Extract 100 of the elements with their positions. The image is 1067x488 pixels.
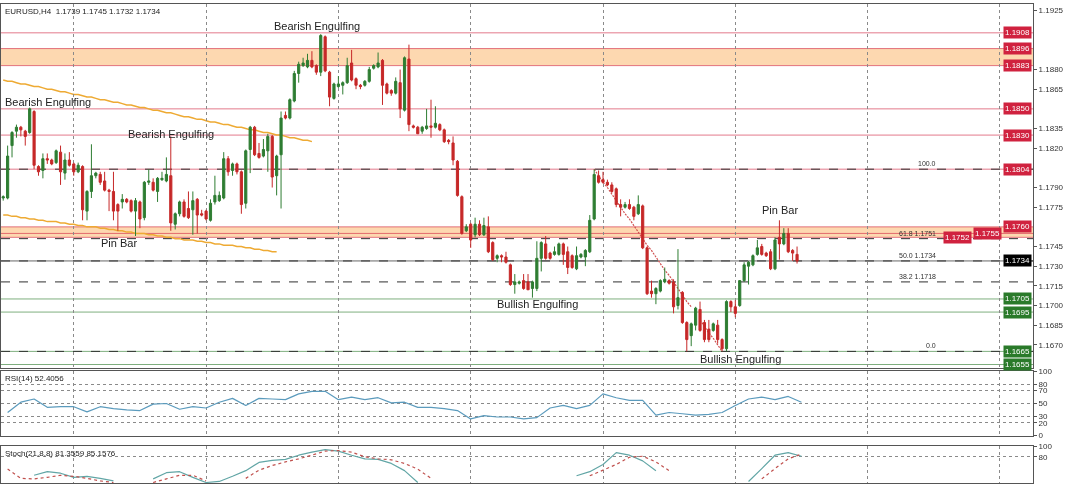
ref-line-label: 1.1695 — [1005, 308, 1031, 317]
y-tick-label: 1.1835 — [1038, 124, 1064, 134]
candlestick — [155, 176, 160, 203]
candlestick — [164, 156, 168, 183]
y-tick-label: 1.1880 — [1038, 65, 1064, 75]
candlestick — [380, 58, 385, 106]
candlestick — [464, 223, 468, 233]
candlestick — [45, 152, 49, 165]
candlestick — [248, 125, 252, 174]
candlestick — [508, 263, 512, 287]
candlestick — [755, 239, 759, 257]
y-tick-label: 80 — [1038, 452, 1049, 462]
line-series — [2, 214, 278, 253]
y-tick-label: 1.1715 — [1038, 281, 1064, 291]
candlestick — [733, 299, 737, 318]
y-tick-label: 100 — [1038, 442, 1053, 452]
candlestick — [566, 246, 570, 275]
candlestick — [513, 273, 517, 295]
candlestick — [279, 111, 283, 209]
y-tick-label: 1.1700 — [1038, 301, 1064, 311]
candlestick — [32, 109, 36, 170]
candlestick — [10, 130, 14, 158]
candlestick — [367, 66, 371, 84]
ref-line-label: 1.1655 — [1005, 360, 1031, 369]
candlestick — [504, 251, 508, 265]
candlestick — [54, 149, 58, 165]
ref-line-label: 1.1830 — [1005, 131, 1031, 140]
candlestick — [138, 200, 142, 229]
ref-line-label: 1.1705 — [1005, 294, 1031, 303]
candlestick — [151, 177, 155, 192]
candlestick — [41, 152, 45, 179]
candlestick — [81, 164, 85, 221]
candlestick — [623, 201, 627, 209]
ref-line-label: 1.1908 — [1005, 28, 1031, 37]
candlestick — [36, 164, 41, 177]
candlestick — [597, 169, 601, 185]
candlestick — [204, 209, 208, 221]
candlestick — [275, 154, 279, 196]
candlestick — [433, 105, 437, 130]
candlestick — [213, 175, 217, 206]
candlestick — [671, 278, 676, 314]
candlestick — [469, 222, 473, 249]
candlestick — [557, 242, 561, 257]
candlestick — [402, 55, 407, 112]
candlestick — [526, 273, 530, 291]
candlestick — [394, 76, 398, 95]
candlestick — [28, 107, 32, 135]
y-tick-label: 1.1775 — [1038, 202, 1064, 212]
ref-line-label: 1.1734 — [1005, 256, 1031, 265]
annotation: Pin Bar — [762, 204, 799, 216]
candlestick — [601, 171, 605, 185]
annotation: Bearish Engulfing — [128, 128, 215, 140]
candlestick — [760, 243, 764, 257]
candlestick — [398, 69, 402, 119]
candlestick — [327, 70, 332, 107]
ref-line-label: 1.1760 — [1005, 222, 1031, 231]
candlestick — [499, 253, 504, 263]
chart-title: RSI(14) 52.4056 — [5, 374, 65, 383]
candlestick — [574, 246, 579, 271]
candlestick — [473, 217, 477, 238]
y-tick-label: 0 — [1038, 431, 1044, 441]
candlestick — [455, 159, 460, 198]
line-series — [2, 79, 313, 143]
candlestick — [222, 151, 226, 200]
candlestick — [129, 198, 133, 213]
ref-line-label: 1.1804 — [1005, 165, 1031, 174]
candlestick — [186, 190, 191, 220]
candlestick — [23, 129, 27, 147]
ref-line-label: 1.1752 — [945, 233, 971, 242]
annotation: Bearish Engulfing — [5, 96, 92, 108]
y-tick-label: 50 — [1038, 399, 1049, 409]
candlestick — [773, 236, 777, 271]
annotation: Bullish Engulfing — [700, 353, 782, 365]
candlestick — [76, 162, 80, 174]
y-tick-label: 20 — [1038, 418, 1049, 428]
candlestick — [19, 125, 23, 137]
annotation: Bearish Engulfing — [274, 20, 361, 32]
candlestick — [782, 227, 786, 246]
y-tick-label: 1.1865 — [1038, 85, 1064, 95]
candlestick — [14, 124, 19, 139]
candlestick — [191, 190, 195, 236]
candlestick — [522, 273, 526, 291]
candlestick — [724, 299, 729, 352]
candlestick — [477, 219, 482, 237]
y-tick-label: 1.1670 — [1038, 340, 1064, 350]
candlestick — [63, 152, 67, 181]
candlestick — [195, 197, 199, 234]
candlestick — [707, 319, 711, 343]
candlestick — [305, 53, 310, 69]
candlestick — [283, 111, 288, 120]
annotation: Pin Bar — [101, 237, 138, 249]
y-tick-label: 1.1790 — [1038, 183, 1064, 193]
y-tick-label: 1.1745 — [1038, 242, 1064, 252]
candlestick — [253, 125, 257, 157]
candlestick — [266, 133, 270, 173]
ref-line-label: 1.1896 — [1005, 44, 1031, 53]
candlestick — [460, 194, 464, 236]
candlestick — [416, 125, 420, 135]
candlestick — [323, 34, 327, 73]
candlestick — [319, 33, 323, 77]
